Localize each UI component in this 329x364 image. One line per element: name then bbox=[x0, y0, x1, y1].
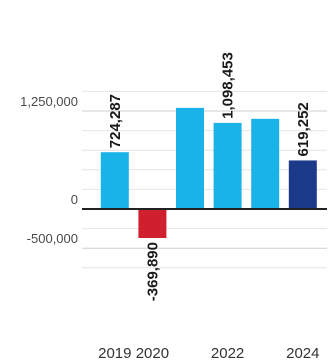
labels-layer: 1,250,000 0 -500,000 724,287 2019 -369,890 202… bbox=[20, 52, 319, 362]
data-label-2019: 724,287 bbox=[107, 94, 124, 148]
x-tick-label-2024: 2024 bbox=[286, 345, 319, 362]
x-tick-label-2022: 2022 bbox=[211, 345, 244, 362]
y-tick-label: 0 bbox=[71, 192, 78, 207]
bar-2020 bbox=[138, 209, 167, 238]
x-tick-label-2020: 2020 bbox=[136, 345, 169, 362]
x-tick-label-2019: 2019 bbox=[98, 345, 131, 362]
data-label-2020: -369,890 bbox=[144, 242, 161, 301]
bar-2021 bbox=[176, 107, 204, 209]
data-label-2022: 1,098,453 bbox=[220, 52, 237, 119]
bar-2024 bbox=[288, 160, 317, 209]
bar-2022 bbox=[213, 122, 242, 209]
bars-layer bbox=[100, 107, 317, 238]
y-tick-label: -500,000 bbox=[27, 231, 78, 246]
bar-2019 bbox=[100, 152, 129, 209]
y-tick-label: 1,250,000 bbox=[20, 94, 78, 109]
bar-2023 bbox=[251, 118, 280, 209]
data-label-2024: 619,252 bbox=[295, 102, 312, 156]
